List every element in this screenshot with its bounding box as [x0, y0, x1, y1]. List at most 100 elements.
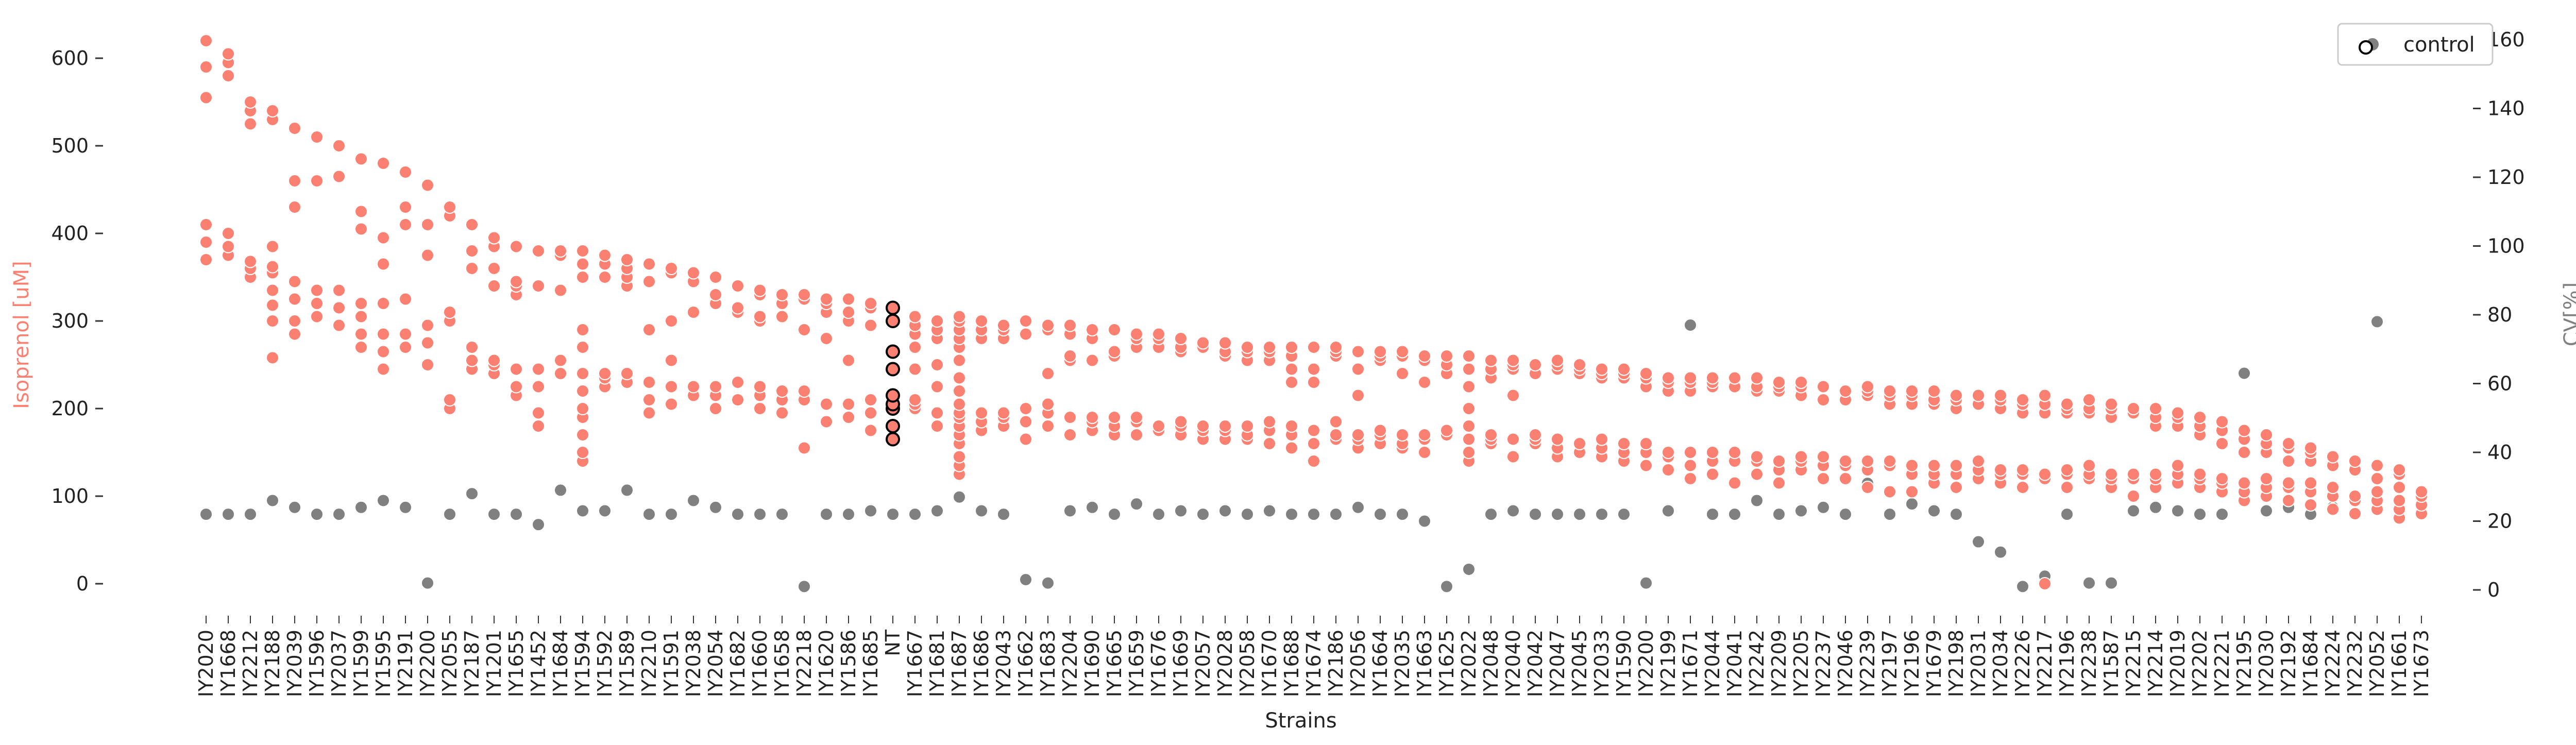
x-tick-label: IY1667: [904, 630, 926, 697]
isoprenol-point: [1462, 380, 1476, 394]
isoprenol-point: [953, 353, 966, 367]
isoprenol-point: [1817, 380, 1830, 394]
cv-point: [2149, 500, 2162, 514]
isoprenol-point: [532, 279, 545, 293]
isoprenol-point: [665, 397, 678, 411]
isoprenol-point: [576, 323, 589, 336]
isoprenol-point: [1684, 459, 1697, 472]
x-tick-label: IY2030: [2255, 630, 2278, 697]
isoprenol-point: [399, 165, 412, 179]
cv-point: [244, 507, 257, 521]
isoprenol-point: [2060, 463, 2074, 477]
isoprenol-point: [288, 200, 301, 214]
cv-point: [842, 507, 855, 521]
isoprenol-point: [687, 266, 700, 280]
isoprenol-point: [377, 345, 390, 359]
x-tick-label: IY1591: [660, 630, 683, 697]
isoprenol-point: [266, 283, 279, 297]
isoprenol-point: [1750, 450, 1764, 464]
isoprenol-point: [1019, 327, 1032, 341]
cv-point: [1130, 497, 1143, 511]
isoprenol-point: [953, 397, 966, 411]
isoprenol-point: [1927, 459, 1941, 472]
cv-point: [1750, 494, 1764, 507]
cv-point: [421, 576, 434, 590]
isoprenol-point: [487, 353, 501, 367]
isoprenol-point: [576, 341, 589, 354]
cv-point: [1839, 507, 1852, 521]
isoprenol-point: [1307, 341, 1320, 354]
cv-point: [1374, 507, 1387, 521]
cv-point: [1905, 497, 1919, 511]
isoprenol-point: [2193, 467, 2207, 481]
isoprenol-point: [1063, 428, 1077, 442]
x-tick-label: IY2048: [1480, 630, 1502, 697]
isoprenol-point: [953, 450, 966, 464]
isoprenol-point: [1241, 341, 1254, 354]
cv-point: [1418, 514, 1431, 528]
isoprenol-point: [598, 367, 612, 380]
isoprenol-point: [775, 310, 789, 324]
left-tick-label: 500: [51, 134, 89, 157]
isoprenol-point: [1041, 419, 1055, 433]
isoprenol-point: [1351, 345, 1365, 359]
isoprenol-point: [487, 279, 501, 293]
isoprenol-point: [377, 327, 390, 341]
isoprenol-point: [576, 428, 589, 442]
cv-series: [199, 315, 2428, 594]
isoprenol-point: [332, 139, 346, 153]
x-tick-label: IY2052: [2366, 630, 2388, 697]
isoprenol-point: [288, 327, 301, 341]
x-tick-label: IY1595: [372, 630, 395, 697]
isoprenol-point: [1706, 371, 1719, 385]
cv-point: [2193, 507, 2207, 521]
isoprenol-point: [1462, 402, 1476, 415]
x-tick-label: IY2239: [1856, 630, 1879, 697]
isoprenol-point: [199, 218, 213, 231]
x-tick-label: IY1664: [1369, 630, 1392, 697]
cv-point: [310, 507, 324, 521]
cv-point: [1440, 580, 1453, 594]
isoprenol-point: [1905, 459, 1919, 472]
isoprenol-point: [1307, 437, 1320, 450]
isoprenol-point: [2304, 476, 2317, 490]
isoprenol-point: [1196, 336, 1210, 350]
isoprenol-point: [1728, 371, 1741, 385]
isoprenol-point: [642, 323, 656, 336]
cv-point: [1972, 535, 1985, 549]
isoprenol-point: [1905, 384, 1919, 398]
isoprenol-point: [1662, 463, 1675, 477]
isoprenol-point: [665, 262, 678, 275]
legend-marker-control: [2359, 40, 2373, 55]
cv-point: [953, 490, 966, 504]
x-tick-label: IY2202: [2189, 630, 2211, 697]
x-tick-label: IY2187: [461, 630, 483, 697]
cv-point: [354, 500, 368, 514]
isoprenol-point: [2282, 454, 2295, 468]
cv-point: [1617, 507, 1631, 521]
cv-point: [1551, 507, 1564, 521]
x-tick-label: IY1670: [1258, 630, 1281, 697]
isoprenol-point: [930, 314, 944, 328]
isoprenol-point: [1418, 376, 1431, 389]
isoprenol-point: [997, 406, 1010, 420]
x-tick-label: IY1688: [1280, 630, 1303, 697]
cv-point: [1108, 507, 1121, 521]
isoprenol-point: [665, 314, 678, 328]
isoprenol-point: [2060, 397, 2074, 411]
cv-point: [2105, 576, 2118, 590]
isoprenol-point: [2171, 406, 2184, 420]
isoprenol-point: [288, 314, 301, 328]
isoprenol-point: [1639, 437, 1653, 450]
x-tick-label: IY2198: [1945, 630, 1968, 697]
isoprenol-point: [1019, 432, 1032, 446]
isoprenol-point: [1684, 371, 1697, 385]
isoprenol-point: [222, 47, 235, 61]
x-tick-label: IY2035: [1391, 630, 1414, 697]
isoprenol-point: [1241, 419, 1254, 433]
isoprenol-point: [1285, 376, 1298, 389]
isoprenol-point: [1772, 376, 1786, 389]
isoprenol-point: [421, 218, 434, 231]
isoprenol-point: [1285, 419, 1298, 433]
isoprenol-point: [465, 262, 479, 275]
